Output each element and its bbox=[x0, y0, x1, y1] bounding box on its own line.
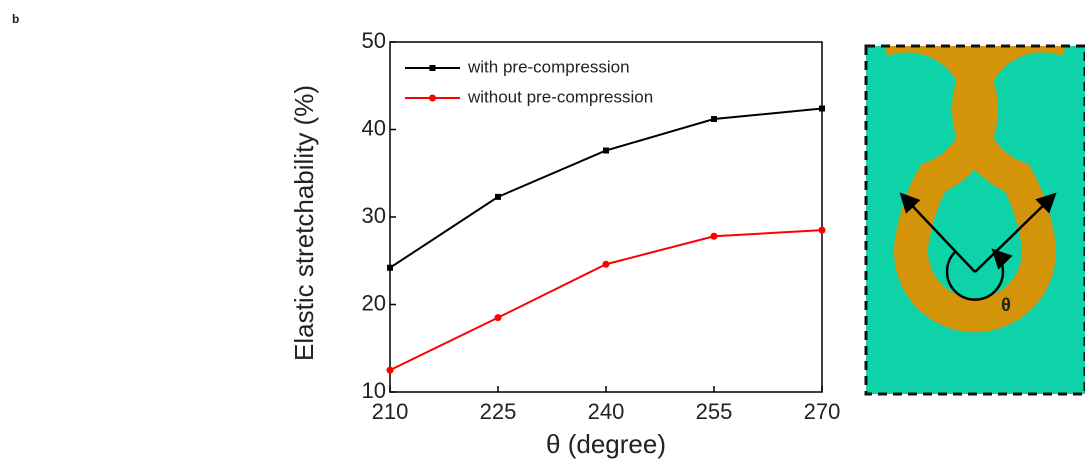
y-axis-label: Elastic stretchability (%) bbox=[289, 85, 319, 361]
legend-label: with pre-compression bbox=[467, 57, 630, 76]
x-tick-label: 240 bbox=[588, 399, 625, 424]
serpentine bbox=[884, 46, 1066, 333]
marker bbox=[495, 193, 501, 200]
x-axis-label: θ (degree) bbox=[546, 429, 666, 459]
dashed-frame bbox=[864, 44, 1085, 396]
angle-label: θ bbox=[1001, 295, 1011, 315]
panel-label: b bbox=[12, 12, 19, 26]
arrow bbox=[974, 192, 1057, 273]
chart: 10 20 30 40 50 210 225 240 255 270 θ (degree) Elast… bbox=[289, 28, 840, 459]
x-tick-label: 225 bbox=[480, 399, 517, 424]
series-line bbox=[389, 229, 823, 372]
y-tick-label: 30 bbox=[362, 203, 386, 228]
arrow bbox=[899, 192, 976, 273]
marker bbox=[818, 226, 826, 234]
legend-marker bbox=[429, 65, 436, 71]
diagram: θ bbox=[864, 44, 1085, 396]
marker bbox=[711, 116, 717, 122]
series-line bbox=[389, 107, 823, 269]
x-tick-label: 255 bbox=[696, 399, 733, 424]
legend-label: without pre-compression bbox=[467, 87, 653, 106]
marker bbox=[603, 147, 609, 154]
x-tick-label: 210 bbox=[372, 399, 409, 424]
y-tick-label: 20 bbox=[362, 290, 386, 315]
marker bbox=[386, 366, 394, 374]
x-tick-label: 270 bbox=[804, 399, 841, 424]
y-tick-label: 10 bbox=[362, 378, 386, 403]
marker bbox=[819, 105, 825, 112]
marker bbox=[387, 264, 393, 271]
legend-marker bbox=[429, 94, 436, 102]
marker bbox=[494, 314, 502, 322]
marker bbox=[602, 260, 610, 268]
angle-arc bbox=[945, 248, 1013, 301]
marker bbox=[710, 232, 718, 240]
y-tick-label: 40 bbox=[362, 115, 386, 140]
y-tick-label: 50 bbox=[362, 28, 386, 53]
